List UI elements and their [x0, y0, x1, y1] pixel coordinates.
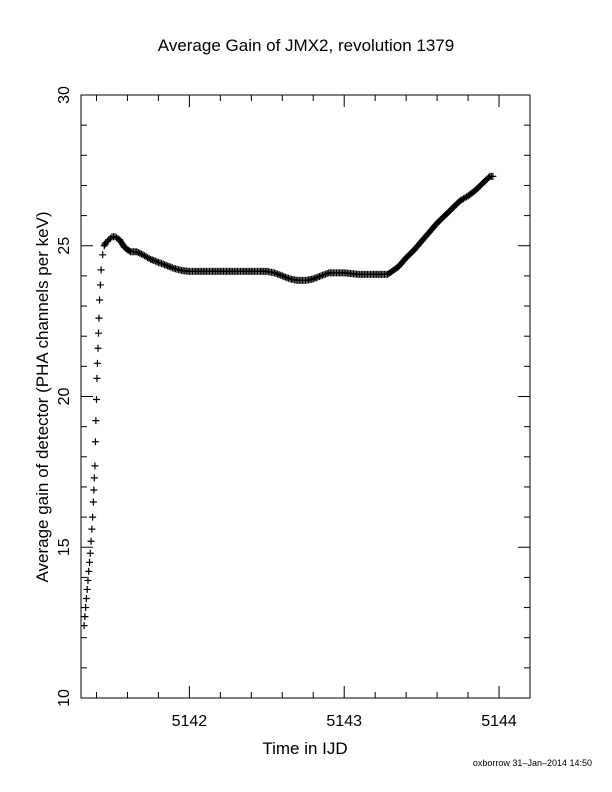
- data-point: [151, 257, 159, 265]
- data-point: [84, 576, 92, 584]
- data-point: [81, 613, 89, 621]
- footer-timestamp: oxborrow 31–Jan–2014 14:50: [472, 758, 592, 768]
- data-point: [87, 537, 95, 545]
- data-point: [93, 374, 101, 382]
- data-point: [314, 273, 322, 281]
- x-tick-label: 5143: [326, 713, 362, 730]
- data-point: [96, 281, 104, 289]
- data-point: [162, 261, 170, 269]
- data-point: [91, 462, 99, 470]
- data-point: [106, 234, 114, 242]
- data-point: [272, 269, 280, 277]
- data-point: [280, 273, 288, 281]
- data-point: [82, 604, 90, 612]
- data-point: [86, 558, 94, 566]
- data-point: [159, 260, 167, 268]
- data-point: [134, 249, 142, 257]
- data-point: [274, 270, 282, 278]
- data-point: [312, 274, 320, 282]
- data-points: [80, 172, 497, 630]
- data-point: [89, 513, 97, 521]
- data-point: [137, 250, 145, 258]
- data-point: [156, 259, 164, 267]
- x-tick-label: 5144: [481, 713, 517, 730]
- data-point: [92, 396, 100, 404]
- data-point: [275, 271, 283, 279]
- data-point: [103, 237, 111, 245]
- data-point: [99, 251, 107, 259]
- y-tick-label: 25: [56, 237, 73, 255]
- data-point: [145, 254, 153, 262]
- data-point: [315, 273, 323, 281]
- y-tick-label: 30: [56, 86, 73, 104]
- data-point: [320, 271, 328, 279]
- axis-tick-labels: 5142 5143 5144 10 15 20 25 30: [56, 86, 517, 730]
- data-point: [284, 274, 292, 282]
- data-point: [271, 269, 279, 277]
- data-point: [94, 329, 102, 337]
- data-point: [86, 549, 94, 557]
- data-point: [90, 474, 98, 482]
- data-point: [89, 498, 97, 506]
- data-point: [317, 272, 325, 280]
- data-point: [165, 263, 173, 271]
- data-point: [153, 258, 161, 266]
- data-point: [92, 417, 100, 425]
- data-point: [281, 273, 289, 281]
- data-point: [489, 172, 497, 180]
- data-point: [91, 438, 99, 446]
- data-point: [167, 263, 175, 271]
- y-tick-label: 15: [56, 538, 73, 556]
- data-point: [85, 567, 93, 575]
- data-point: [277, 271, 285, 279]
- data-point: [105, 236, 113, 244]
- data-point: [322, 270, 330, 278]
- y-tick-label: 10: [56, 689, 73, 707]
- data-point: [311, 274, 319, 282]
- chart-title: Average Gain of JMX2, revolution 1379: [157, 36, 455, 55]
- data-point: [133, 248, 141, 256]
- axis-ticks: [81, 94, 531, 699]
- data-point: [323, 269, 331, 277]
- data-point: [94, 344, 102, 352]
- data-point: [150, 257, 158, 265]
- data-point: [161, 261, 169, 269]
- x-axis-label: Time in IJD: [262, 739, 347, 758]
- data-point: [97, 266, 105, 274]
- data-point: [154, 258, 162, 266]
- data-point: [148, 256, 156, 264]
- data-point: [80, 622, 88, 630]
- data-point: [309, 275, 317, 283]
- plot-frame: [80, 94, 531, 699]
- data-point: [82, 595, 90, 603]
- data-point: [164, 262, 172, 270]
- data-point: [168, 264, 176, 272]
- data-point: [90, 486, 98, 494]
- data-point: [93, 359, 101, 367]
- data-point: [88, 525, 96, 533]
- data-point: [158, 260, 166, 268]
- data-point: [278, 272, 286, 280]
- data-point: [95, 314, 103, 322]
- data-point: [283, 274, 291, 282]
- x-tick-label: 5142: [172, 713, 208, 730]
- data-point: [147, 255, 155, 263]
- data-point: [96, 296, 104, 304]
- y-axis-label: Average gain of detector (PHA channels p…: [33, 211, 52, 582]
- data-point: [102, 239, 110, 247]
- data-point: [100, 242, 108, 250]
- data-point: [136, 249, 144, 257]
- y-tick-label: 20: [56, 388, 73, 406]
- data-point: [83, 585, 91, 593]
- data-point: [319, 271, 327, 279]
